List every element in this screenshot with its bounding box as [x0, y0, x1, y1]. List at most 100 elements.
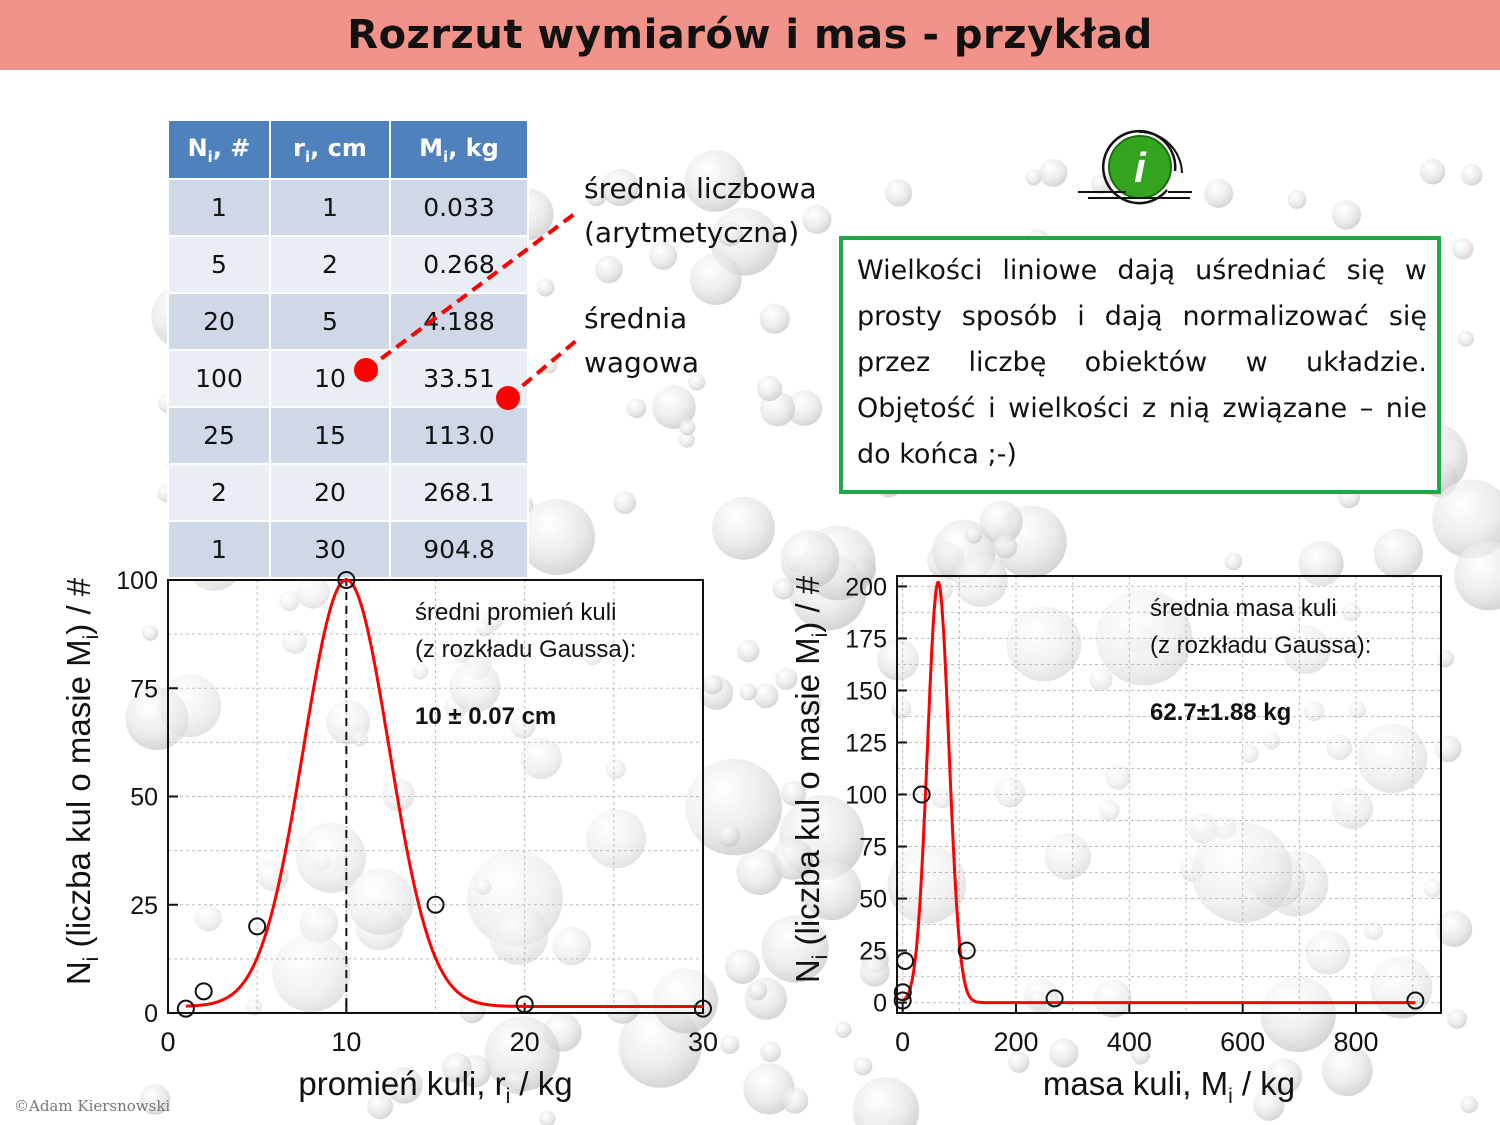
table-row: 20 5 4.188: [167, 292, 529, 351]
table-header-row: Ni, # ri, cm Mi, kg: [167, 119, 529, 180]
chart-annotation-value: 62.7±1.88 kg: [1150, 699, 1291, 726]
table-cell: 2: [167, 463, 271, 522]
background-sphere: [510, 713, 536, 739]
x-tick-label: 800: [1333, 1027, 1378, 1057]
y-tick-label: 75: [130, 675, 158, 703]
background-sphere: [1357, 723, 1428, 794]
background-sphere: [802, 693, 822, 713]
background-sphere: [759, 303, 790, 334]
background-sphere: [605, 758, 626, 779]
background-sphere: [885, 179, 913, 207]
background-sphere: [347, 868, 414, 935]
data-point: [957, 941, 976, 960]
background-sphere: [1224, 552, 1243, 571]
mean-weight-marker: [496, 386, 520, 410]
background-sphere: [786, 390, 823, 426]
background-sphere: [272, 933, 351, 1013]
header-r: ri, cm: [269, 119, 391, 180]
background-sphere: [282, 629, 308, 655]
y-tick-label: 25: [859, 938, 887, 966]
table-row: 1 30 904.8: [167, 520, 529, 579]
background-sphere: [488, 905, 549, 965]
background-sphere: [1204, 178, 1234, 208]
background-sphere: [877, 638, 919, 681]
background-sphere: [931, 787, 952, 809]
y-tick-label: 0: [873, 990, 887, 1018]
background-sphere: [142, 624, 159, 641]
table-cell: 2: [269, 235, 391, 294]
table-cell: 1: [167, 520, 271, 579]
y-tick-label: 150: [845, 677, 887, 705]
y-tick-label: 100: [845, 782, 887, 810]
background-sphere: [703, 674, 723, 695]
y-tick-label: 50: [859, 886, 887, 914]
background-sphere: [367, 1093, 393, 1120]
background-sphere: [859, 956, 890, 987]
background-sphere: [299, 904, 339, 943]
table-row: 1 1 0.033: [167, 178, 529, 237]
data-point: [176, 999, 195, 1018]
x-tick-label: 30: [688, 1027, 718, 1057]
background-sphere: [834, 1021, 852, 1038]
x-tick-label: 0: [895, 1027, 910, 1057]
background-sphere: [1305, 929, 1351, 975]
background-sphere: [1039, 158, 1068, 187]
background-sphere: [1298, 540, 1344, 587]
background-sphere: [1452, 238, 1474, 260]
page-title: Rozrzut wymiarów i mas - przykład: [347, 12, 1153, 58]
background-sphere: [626, 398, 647, 418]
background-sphere: [852, 1077, 920, 1125]
background-sphere: [739, 683, 757, 701]
background-sphere: [453, 645, 471, 663]
background-sphere: [679, 419, 696, 436]
y-axis-label: Ni (liczba kul o masie Mi) / #: [789, 575, 832, 983]
background-sphere: [295, 822, 367, 893]
data-point: [1045, 989, 1064, 1008]
background-sphere: [743, 1063, 795, 1115]
background-sphere: [484, 1016, 560, 1092]
y-tick-label: 100: [116, 567, 158, 595]
background-sphere: [1326, 734, 1353, 761]
data-point: [893, 991, 912, 1010]
data-point: [426, 895, 445, 914]
background-sphere: [539, 1110, 556, 1125]
background-sphere: [520, 737, 562, 780]
background-sphere: [717, 824, 741, 847]
data-point: [515, 995, 534, 1014]
background-sphere: [1348, 701, 1366, 719]
background-sphere: [1089, 667, 1113, 692]
y-tick-label: 50: [130, 784, 158, 812]
mean-number-line2: (arytmetyczna): [584, 216, 800, 249]
chart-annotation-value: 10 ± 0.07 cm: [415, 703, 556, 730]
y-tick-label: 25: [130, 892, 158, 920]
data-point: [896, 951, 915, 970]
background-sphere: [296, 575, 330, 609]
table-cell: 113.0: [389, 406, 529, 465]
background-sphere: [1331, 200, 1362, 230]
y-axis-label: Ni (liczba kul o masie Mi) / #: [60, 577, 103, 985]
background-sphere: [1282, 625, 1331, 674]
x-tick-label: 10: [331, 1027, 361, 1057]
background-sphere: [1095, 589, 1193, 686]
background-sphere: [1321, 1045, 1373, 1096]
info-icon: i: [1078, 129, 1192, 205]
background-sphere: [552, 926, 592, 966]
background-sphere: [1260, 976, 1336, 1053]
background-sphere: [1331, 787, 1374, 830]
chart-annotation-line2: (z rozkładu Gaussa):: [415, 636, 636, 663]
table-cell: 20: [167, 292, 271, 351]
background-sphere: [1131, 1045, 1150, 1065]
background-sphere: [685, 758, 783, 856]
x-tick-label: 20: [510, 1027, 540, 1057]
mean-number-label: średnia liczbowa (arytmetyczna): [584, 167, 817, 255]
background-sphere: [1435, 910, 1473, 947]
background-sphere: [775, 667, 798, 690]
background-sphere: [1419, 158, 1446, 185]
chart-annotation-line2: (z rozkładu Gaussa):: [1150, 632, 1371, 659]
background-sphere: [1105, 764, 1131, 790]
table-cell: 25: [167, 406, 271, 465]
background-sphere: [519, 499, 595, 575]
mean-weight-line2: wagowa: [584, 346, 700, 379]
